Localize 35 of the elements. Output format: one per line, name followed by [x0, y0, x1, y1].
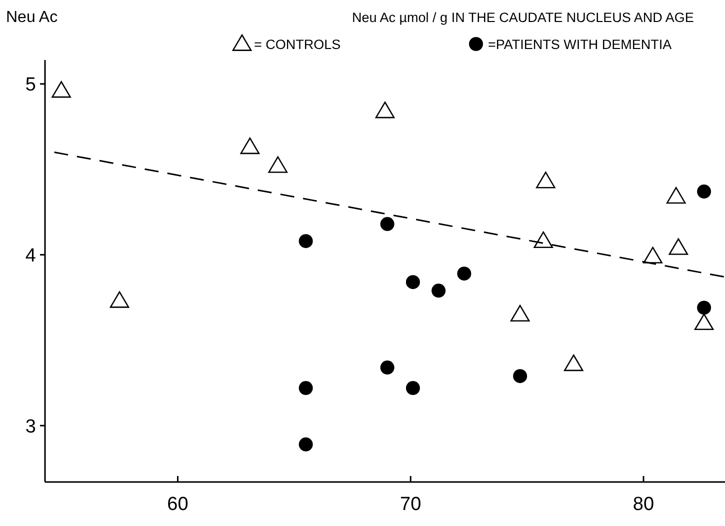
point — [268, 156, 288, 173]
point — [380, 217, 394, 232]
x-tick-label: 80 — [632, 494, 654, 515]
point — [380, 360, 394, 375]
y-axis-title: Neu Ac — [6, 9, 58, 26]
y-tick-label: 3 — [25, 416, 36, 438]
chart-title: Neu Ac µmol / g IN THE CAUDATE NUCLEUS AND AGE — [352, 10, 694, 25]
point — [298, 234, 313, 248]
point — [694, 313, 714, 330]
point — [52, 81, 71, 98]
point — [110, 291, 130, 308]
point — [406, 275, 420, 290]
point — [298, 437, 313, 452]
y-tick-label: 4 — [25, 245, 36, 266]
point — [697, 184, 712, 199]
point — [298, 381, 313, 396]
legend-label: = CONTROLS — [254, 37, 341, 52]
point — [513, 369, 528, 384]
point — [668, 238, 688, 255]
x-tick-label: 70 — [400, 494, 422, 515]
point — [643, 246, 662, 264]
legend-label: =PATIENTS WITH DEMENTIA — [488, 37, 672, 52]
point — [536, 172, 556, 188]
point — [406, 381, 420, 396]
point — [510, 304, 530, 322]
point — [564, 354, 584, 372]
y-tick-label: 5 — [25, 74, 36, 96]
point — [432, 284, 446, 298]
point — [240, 137, 260, 154]
point — [534, 231, 554, 248]
point — [666, 187, 686, 204]
point — [697, 300, 712, 315]
point — [457, 266, 472, 281]
x-tick-label: 60 — [167, 494, 188, 515]
point — [375, 102, 395, 118]
